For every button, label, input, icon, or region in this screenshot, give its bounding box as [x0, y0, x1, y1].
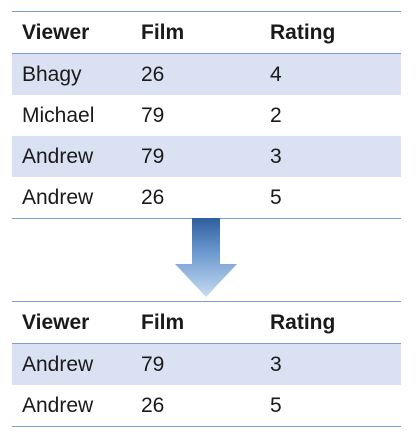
film-cell: 79	[141, 145, 165, 168]
result-table: Viewer Film Rating Andrew 79 3 Andrew 26…	[12, 301, 401, 427]
header-film: Film	[141, 311, 185, 334]
film-cell: 79	[141, 104, 165, 127]
rating-cell: 3	[270, 145, 282, 168]
header-rating: Rating	[270, 21, 336, 44]
film-cell: 79	[141, 353, 165, 376]
table-header: Viewer Film Rating	[12, 302, 401, 344]
table-header: Viewer Film Rating	[12, 12, 401, 54]
rating-cell: 5	[270, 186, 282, 209]
header-rating: Rating	[270, 311, 336, 334]
viewer-cell: Andrew	[22, 394, 94, 417]
viewer-cell: Michael	[22, 104, 95, 127]
rating-cell: 5	[270, 394, 282, 417]
film-cell: 26	[141, 394, 165, 417]
rating-cell: 3	[270, 353, 282, 376]
viewer-cell: Andrew	[22, 145, 94, 168]
source-table: Viewer Film Rating Bhagy 26 4 Michael 79…	[12, 11, 401, 219]
rating-cell: 4	[270, 63, 282, 86]
header-viewer: Viewer	[22, 21, 90, 44]
viewer-cell: Bhagy	[22, 63, 82, 86]
film-cell: 26	[141, 63, 165, 86]
table-row: Andrew 26 5	[12, 385, 401, 426]
table-row: Bhagy 26 4	[12, 54, 401, 95]
viewer-cell: Andrew	[22, 353, 94, 376]
table-row: Andrew 79 3	[12, 136, 401, 177]
table-row: Andrew 79 3	[12, 344, 401, 385]
viewer-cell: Andrew	[22, 186, 94, 209]
header-viewer: Viewer	[22, 311, 90, 334]
table-row: Michael 79 2	[12, 95, 401, 136]
down-arrow-icon	[175, 218, 237, 297]
film-cell: 26	[141, 186, 165, 209]
header-film: Film	[141, 21, 185, 44]
table-row: Andrew 26 5	[12, 177, 401, 218]
rating-cell: 2	[270, 104, 282, 127]
